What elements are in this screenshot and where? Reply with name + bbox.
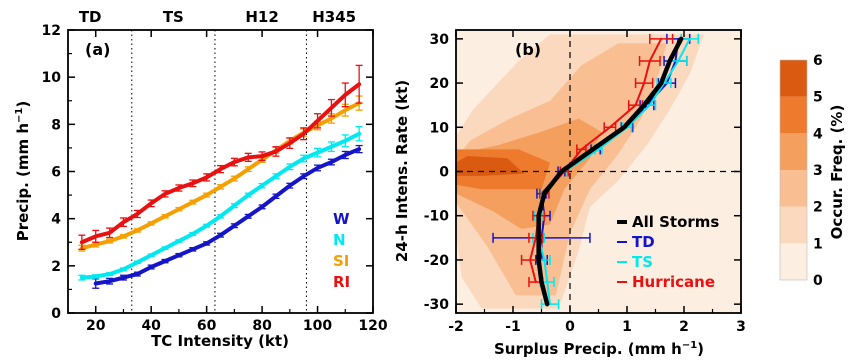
legend-label-td: TD: [632, 233, 655, 251]
series-ri: [78, 64, 363, 250]
x-tick-label-b: 2: [679, 319, 689, 335]
x-tick-label-a: 80: [252, 318, 272, 334]
colorbar-tick-label: 3: [813, 163, 823, 179]
category-label-td: TD: [79, 8, 102, 26]
legend-b: All Storms TD TS Hurricane: [617, 213, 719, 291]
legend-label-n: N: [333, 231, 346, 249]
series-line-w: [93, 147, 362, 286]
colorbar-segment-3: [780, 133, 807, 170]
x-tick-label-b: -2: [448, 319, 464, 335]
series-layer: [78, 64, 363, 289]
x-axis-label-a: TC Intensity (kt): [151, 332, 289, 350]
legend-label-ri: RI: [333, 273, 350, 291]
y-tick-label-b: 0: [439, 165, 449, 181]
y-axis-label-a-end: ): [14, 101, 32, 108]
x-tick-label-a: 40: [141, 318, 161, 334]
category-label-h12: H12: [245, 8, 278, 26]
series-all-storms: [536, 36, 684, 307]
y-tick-label-a: 6: [51, 165, 61, 181]
colorbar-tick-label: 0: [813, 273, 823, 289]
x-tick-label-a: 20: [86, 318, 106, 334]
panel-label-b: (b): [515, 40, 541, 59]
series-line-all-storms: [536, 36, 684, 307]
y-tick-label-b: -10: [424, 209, 450, 225]
x-tick-label-b: -1: [505, 319, 521, 335]
x-tick-label-a: 120: [358, 318, 387, 334]
y-tick-label-b: -20: [424, 253, 450, 269]
colorbar-segment-4: [780, 96, 807, 134]
colorbar-frame: [779, 59, 808, 281]
colorbar-tick-label: 6: [813, 53, 823, 69]
legend-label-hurricane: Hurricane: [632, 273, 715, 291]
intensity-categories: TD TS H12 H345: [79, 8, 356, 26]
series-n: [78, 126, 363, 281]
colorbar-segment-0: [780, 243, 807, 280]
series-line-hurricane: [529, 37, 663, 284]
occurrence-contours: [456, 30, 741, 313]
y-axis-label-a: Precip. (mm h−1): [14, 101, 32, 241]
category-label-ts: TS: [163, 8, 184, 26]
x-axis-label-b-main: Surplus Precip. (mm h: [494, 340, 682, 358]
colorbar: 0 1 2 3 4 5 6: [779, 53, 823, 289]
y-tick-label-b: 30: [430, 32, 450, 48]
y-axis-label-a-main: Precip. (mm h: [14, 123, 32, 241]
legend-label-all-storms: All Storms: [632, 213, 719, 231]
x-axis-label-b-end: ): [697, 340, 704, 358]
series-layer-b: [492, 33, 699, 310]
y-tick-label-a: 10: [42, 70, 62, 86]
y-axis-label-a-sup: −1: [14, 108, 25, 123]
y-tick-label-a: 8: [51, 117, 61, 133]
legend-label-si: SI: [333, 252, 349, 270]
x-tick-label-b: 0: [565, 319, 575, 335]
series-w: [92, 144, 363, 289]
y-tick-label-a: 0: [51, 306, 61, 322]
legend-a: WN SI RI: [333, 210, 350, 291]
x-axis-label-b: Surplus Precip. (mm h−1): [494, 340, 704, 358]
axis-ticks-a: 20 40 60 80 100 120 0 2 4 6 8 10 12: [42, 23, 388, 334]
y-tick-label-b: 10: [430, 120, 450, 136]
x-tick-label-b: 1: [622, 319, 632, 335]
colorbar-segment-1: [780, 206, 807, 244]
contour-level-5: [456, 156, 525, 176]
colorbar-tick-label: 2: [813, 200, 823, 216]
colorbar-tick-label: 1: [813, 236, 823, 252]
y-tick-label-a: 2: [51, 259, 61, 275]
legend-label-ts: TS: [632, 253, 653, 271]
legend-label-w: W: [333, 210, 350, 228]
colorbar-segment-5: [780, 60, 807, 97]
panel-label-a: (a): [85, 40, 110, 59]
colorbar-label: Occur. Freq. (%): [828, 105, 846, 240]
x-tick-label-b: 3: [736, 319, 746, 335]
colorbar-segment-2: [780, 170, 807, 207]
y-tick-label-a: 4: [51, 212, 61, 228]
colorbar-tick-label: 4: [813, 126, 823, 142]
category-label-h345: H345: [312, 8, 356, 26]
y-tick-label-b: -30: [424, 297, 450, 313]
x-tick-label-a: 60: [197, 318, 217, 334]
y-tick-label-b: 20: [430, 76, 450, 92]
y-axis-label-b: 24-h Intens. Rate (kt): [393, 80, 411, 262]
y-tick-label-a: 12: [42, 23, 61, 39]
x-axis-label-b-sup: −1: [682, 340, 697, 351]
colorbar-tick-label: 5: [813, 90, 823, 106]
x-tick-label-a: 100: [303, 318, 332, 334]
